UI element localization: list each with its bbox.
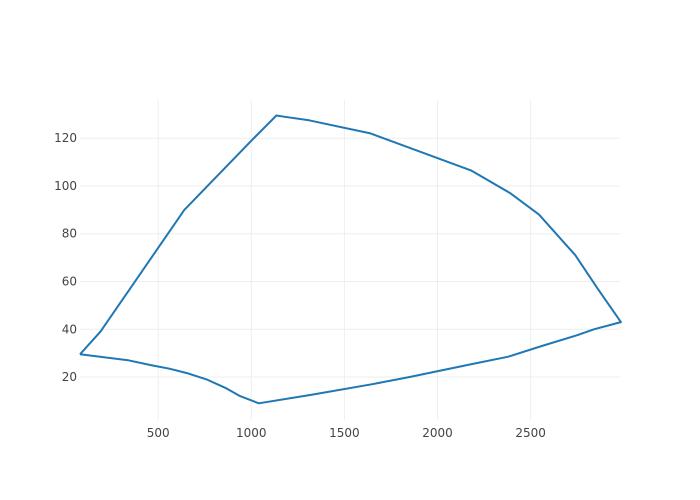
series-line-0 xyxy=(79,114,622,405)
x-tick-label: 1000 xyxy=(236,426,267,440)
x-gridlines xyxy=(157,100,532,420)
y-tick-label: 80 xyxy=(62,227,77,241)
x-tick-label: 500 xyxy=(147,426,170,440)
plot-area xyxy=(79,114,622,405)
x-tick-label: 2500 xyxy=(515,426,546,440)
y-tick-label: 40 xyxy=(62,322,77,336)
x-tick-label: 2000 xyxy=(422,426,453,440)
y-tick-label: 60 xyxy=(62,274,77,288)
y-axis: 20 40 60 80 100 120 xyxy=(54,131,77,384)
y-tick-label: 20 xyxy=(62,370,77,384)
x-tick-label: 1500 xyxy=(329,426,360,440)
y-gridlines xyxy=(80,137,620,378)
x-axis: 500 1000 1500 2000 2500 xyxy=(147,426,546,440)
y-tick-label: 120 xyxy=(54,131,77,145)
y-tick-label: 100 xyxy=(54,179,77,193)
